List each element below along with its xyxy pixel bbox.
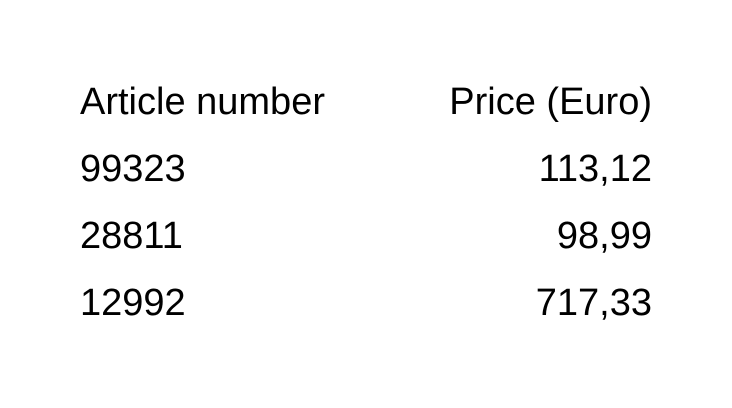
article-number-cell: 99323 <box>80 147 186 190</box>
table-row: 28811 98,99 <box>80 202 652 269</box>
article-number-cell: 28811 <box>80 214 183 257</box>
table-header: Article number Price (Euro) <box>80 68 652 135</box>
article-number-cell: 12992 <box>80 281 186 324</box>
table-body: 99323 113,12 28811 98,99 12992 717,33 <box>80 135 652 336</box>
price-cell: 98,99 <box>556 214 652 257</box>
price-cell: 113,12 <box>538 147 652 190</box>
price-cell: 717,33 <box>535 281 652 324</box>
table-row: 99323 113,12 <box>80 135 652 202</box>
price-header: Price (Euro) <box>449 80 652 123</box>
table-row: 12992 717,33 <box>80 269 652 336</box>
price-table: Article number Price (Euro) 99323 113,12… <box>80 68 652 336</box>
header-row: Article number Price (Euro) <box>80 68 652 135</box>
article-number-header: Article number <box>80 80 325 123</box>
